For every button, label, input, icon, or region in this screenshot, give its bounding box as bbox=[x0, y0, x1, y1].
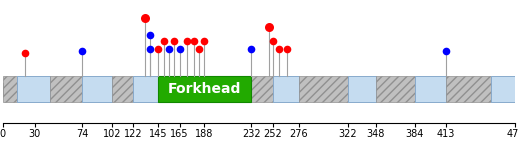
Bar bbox=[82, 76, 112, 102]
Bar bbox=[273, 76, 299, 102]
Bar bbox=[50, 76, 82, 102]
Bar bbox=[445, 76, 491, 102]
Bar bbox=[376, 76, 414, 102]
Bar bbox=[17, 76, 50, 102]
Bar bbox=[134, 76, 158, 102]
Bar bbox=[491, 76, 515, 102]
Bar bbox=[299, 76, 348, 102]
Bar bbox=[3, 76, 17, 102]
Bar bbox=[252, 76, 273, 102]
Bar bbox=[348, 76, 376, 102]
Bar bbox=[3, 83, 515, 96]
Text: Forkhead: Forkhead bbox=[168, 82, 241, 96]
Bar bbox=[414, 76, 445, 102]
Bar bbox=[112, 76, 134, 102]
Bar bbox=[158, 76, 252, 102]
